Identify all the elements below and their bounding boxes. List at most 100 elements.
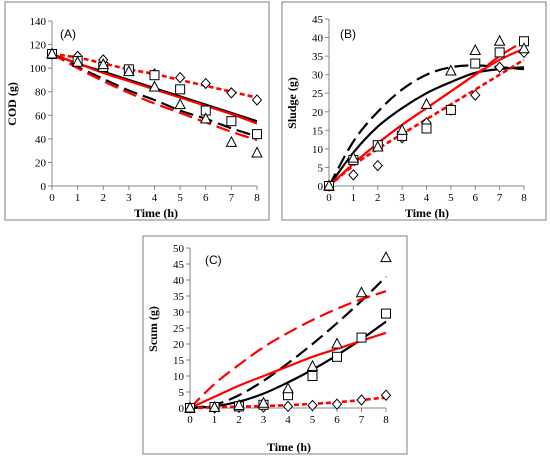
x-tick-label: 1 [75, 192, 81, 204]
panel-b-diamond-point [372, 159, 383, 172]
y-tick-label: 40 [35, 134, 47, 146]
y-tick-label: 25 [173, 323, 185, 335]
panel-a-square-point [149, 70, 160, 81]
x-tick-label: 1 [212, 414, 218, 426]
y-tick-label: 40 [312, 33, 324, 45]
x-tick-label: 2 [101, 192, 107, 204]
panel-c-square-point [332, 351, 342, 362]
y-tick-label: 140 [30, 16, 47, 28]
panel-a-diamond-point [174, 71, 186, 84]
panel-b-triangle-point [469, 43, 482, 56]
panel-c-triangle-point [306, 359, 319, 371]
y-tick-label: 45 [312, 14, 324, 26]
panel-b-plot [323, 34, 530, 192]
panel-b-label: (B) [340, 27, 356, 41]
y-tick-label: 10 [173, 371, 185, 383]
x-tick-label: 5 [448, 192, 454, 204]
panel-a-triangle-point [225, 135, 238, 147]
panel-a-plot [46, 47, 263, 158]
panel-c-diamond-point [307, 399, 318, 412]
x-tick-label: 3 [261, 414, 267, 426]
y-tick-label: 0 [318, 181, 324, 193]
panel-c-diamond-point [380, 389, 392, 401]
y-tick-label: 30 [312, 70, 324, 82]
panel-c-triangle-point [184, 401, 196, 413]
panel-c-triangle-point [380, 251, 392, 263]
panel-a: (A) 0 20 40 60 80 100 120 140 0 1 2 3 4 5 6 7 8 Time (h)… [4, 1, 270, 221]
panel-b-triangle-point [323, 179, 335, 191]
x-tick-label: 0 [326, 192, 332, 204]
panel-c-model-line-2 [189, 276, 387, 410]
panel-a-square-point [226, 116, 237, 127]
x-tick-label: 0 [49, 192, 55, 204]
x-tick-label: 8 [383, 414, 389, 426]
panel-b-ylabel: Sludge (g) [285, 77, 299, 129]
y-tick-label: 5 [179, 387, 185, 399]
panel-b-xlabel: Time (h) [405, 206, 449, 220]
panel-a-triangle-point [148, 80, 161, 92]
panel-a-triangle-point [71, 55, 84, 67]
panel-b-square-point [470, 58, 481, 69]
panel-b-model-line-5 [328, 58, 525, 188]
panel-c-triangle-point [208, 400, 221, 412]
y-tick-label: 5 [318, 162, 324, 174]
panel-b-square-point [445, 104, 456, 115]
y-tick-label: 120 [30, 40, 47, 52]
panel-c-label: (C) [205, 253, 222, 267]
panel-b-triangle-point [396, 123, 408, 135]
y-tick-label: 20 [35, 157, 47, 169]
panel-b-triangle-point [371, 140, 384, 152]
panel-c-model-line-4 [189, 290, 387, 409]
x-tick-label: 6 [334, 414, 340, 426]
panel-b-triangle-point [493, 34, 506, 46]
panel-a-label: (A) [60, 27, 76, 41]
panel-b-triangle-point [420, 97, 433, 109]
x-tick-label: 1 [351, 192, 357, 204]
panel-b-square-point [494, 47, 505, 58]
panel-c-triangle-point [233, 398, 245, 410]
panel-c-square-point [381, 308, 391, 319]
y-tick-label: 80 [35, 87, 47, 99]
x-tick-label: 2 [375, 192, 381, 204]
panel-a-model-line-3 [51, 53, 258, 138]
y-tick-label: 10 [312, 144, 324, 156]
panel-b-diamond-point [494, 61, 505, 73]
panel-a-model-line-4 [51, 53, 258, 142]
panel-b-triangle-point [347, 151, 360, 163]
panel-a-diamond-point [226, 87, 237, 99]
panel-c-ylabel: Scum (g) [146, 306, 160, 352]
panel-c-plot [184, 251, 392, 414]
panel-b-model-line-1 [328, 66, 525, 187]
y-tick-label: 0 [179, 403, 185, 415]
panel-b-model-line-2 [328, 64, 525, 187]
panel-c-triangle-point [282, 382, 294, 394]
panel-b-square-point [421, 123, 432, 134]
x-tick-label: 6 [203, 192, 209, 204]
x-tick-label: 5 [177, 192, 183, 204]
panel-a-triangle-point [97, 58, 110, 70]
panel-a-triangle-point [123, 65, 135, 77]
panel-b-diamond-point [348, 169, 359, 181]
panel-c-diamond-point [282, 400, 294, 413]
x-tick-label: 4 [424, 192, 430, 204]
panel-c-frame [142, 235, 408, 455]
panel-a-ticks: 0 20 40 60 80 100 120 140 0 1 2 3 4 5 6 7 8 [30, 16, 261, 204]
x-tick-label: 3 [399, 192, 405, 204]
panel-c-model-line-3 [189, 331, 387, 409]
x-tick-label: 3 [126, 192, 132, 204]
panel-c-square-point [307, 371, 318, 381]
y-tick-label: 0 [41, 181, 47, 193]
x-tick-label: 6 [473, 192, 479, 204]
panel-a-diamond-point [200, 77, 211, 90]
y-tick-label: 50 [173, 243, 185, 255]
panel-a-square-point [175, 84, 186, 95]
panel-a-triangle-point [199, 112, 212, 124]
panel-a-triangle-point [251, 146, 263, 158]
panel-c-diamond-point [356, 394, 367, 406]
panel-a-ylabel: COD (g) [5, 82, 19, 126]
